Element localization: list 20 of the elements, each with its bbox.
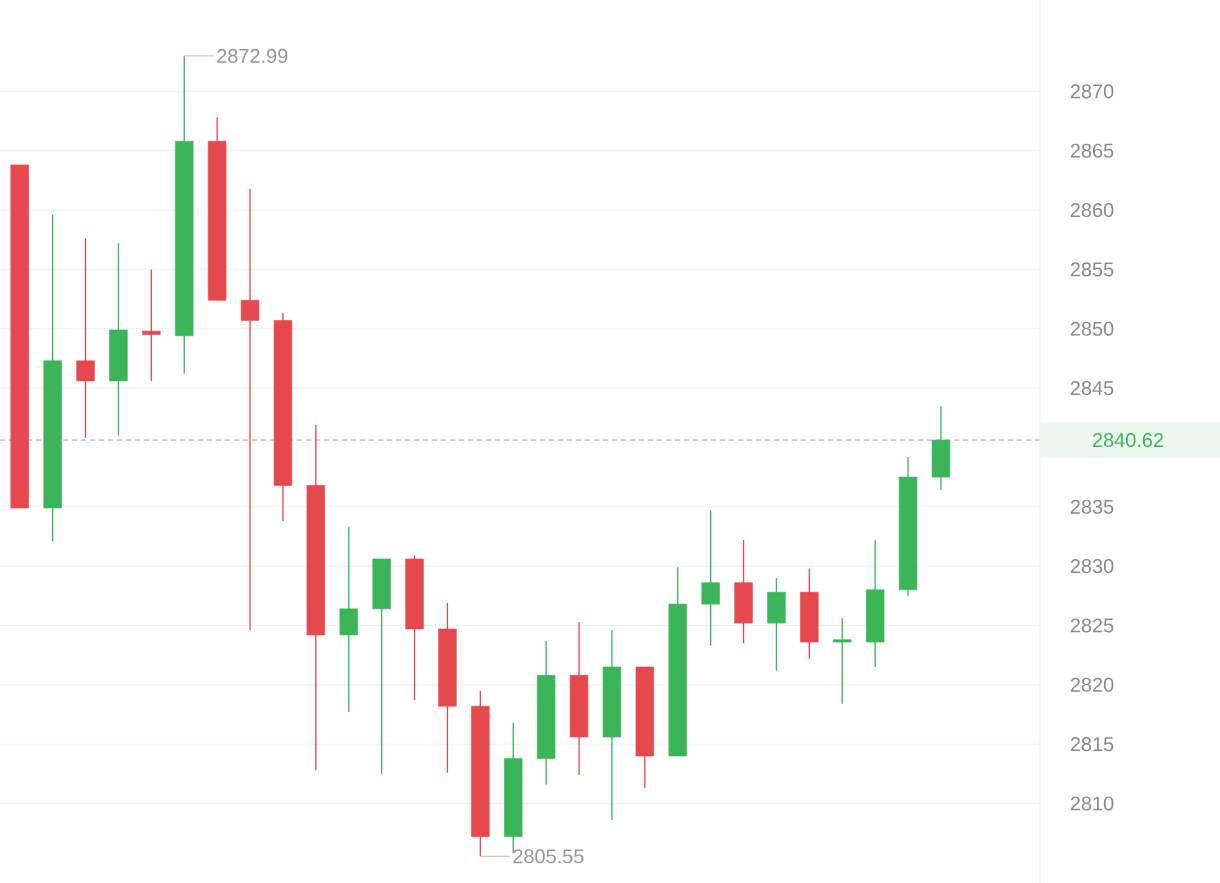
y-tick-label: 2820 — [1070, 677, 1114, 692]
y-tick-label: 2870 — [1070, 84, 1114, 99]
ref-line-label: 2840.62 — [1093, 433, 1164, 448]
candlestick — [240, 188, 260, 631]
candlestick — [142, 268, 161, 382]
y-tick-label: 2830 — [1070, 559, 1114, 574]
annotation: 2872.99 — [217, 48, 288, 63]
y-tick-label: 2835 — [1070, 499, 1114, 514]
y-tick-label: 2810 — [1070, 796, 1114, 811]
y-tick-label: 2845 — [1070, 381, 1114, 396]
y-tick-label: 2825 — [1070, 618, 1114, 633]
y-tick-label: 2860 — [1070, 203, 1114, 218]
y-tick-label: 2815 — [1070, 737, 1114, 752]
y-tick-label: 2855 — [1070, 262, 1114, 277]
candlestick — [76, 237, 95, 439]
candlestick — [833, 617, 852, 705]
candlestick — [701, 509, 720, 647]
y-tick-label: 2865 — [1070, 143, 1114, 158]
annotation: 2805.55 — [513, 849, 584, 864]
y-tick-label: 2850 — [1070, 321, 1114, 336]
